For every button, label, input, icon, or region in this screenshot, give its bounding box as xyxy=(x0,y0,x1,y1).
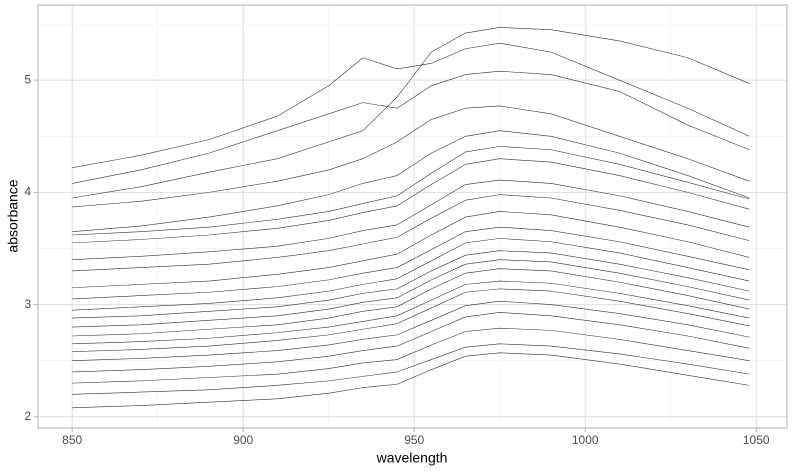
spectrum-line xyxy=(72,300,750,361)
x-tick-label: 850 xyxy=(62,433,82,447)
spectrum-line xyxy=(72,211,750,289)
x-tick-label: 950 xyxy=(404,433,424,447)
spectrum-line xyxy=(72,288,750,352)
spectrum-line xyxy=(72,343,750,395)
spectrum-line xyxy=(72,158,750,244)
x-tick-label: 900 xyxy=(233,433,253,447)
spectrum-line xyxy=(72,105,750,208)
x-tick-label: 1000 xyxy=(572,433,599,447)
spectrum-line xyxy=(72,259,750,328)
x-tick-label: 1050 xyxy=(743,433,770,447)
y-axis-title: absorbance xyxy=(5,179,21,252)
panel-border xyxy=(37,4,788,429)
spectrum-line xyxy=(72,327,750,384)
spectrum-line xyxy=(72,226,750,300)
spectrum-line xyxy=(72,70,750,184)
spectrum-line xyxy=(72,27,750,199)
y-tick-label: 4 xyxy=(24,185,31,199)
spectrum-line xyxy=(72,42,750,168)
y-tick-label: 5 xyxy=(24,72,31,86)
spectrum-line xyxy=(72,312,750,373)
x-axis-title: wavelength xyxy=(376,450,448,466)
spectrum-line xyxy=(72,130,750,232)
spectrum-line xyxy=(72,268,750,337)
spectrum-line xyxy=(72,179,750,260)
spectrum-line xyxy=(72,238,750,311)
y-tick-label: 3 xyxy=(24,297,31,311)
spectrum-line xyxy=(72,352,750,409)
spectrum-line xyxy=(72,280,750,345)
spectrum-line xyxy=(72,250,750,319)
spectrum-line xyxy=(72,194,750,272)
y-tick-label: 2 xyxy=(24,409,31,423)
spectrum-line xyxy=(72,146,750,236)
